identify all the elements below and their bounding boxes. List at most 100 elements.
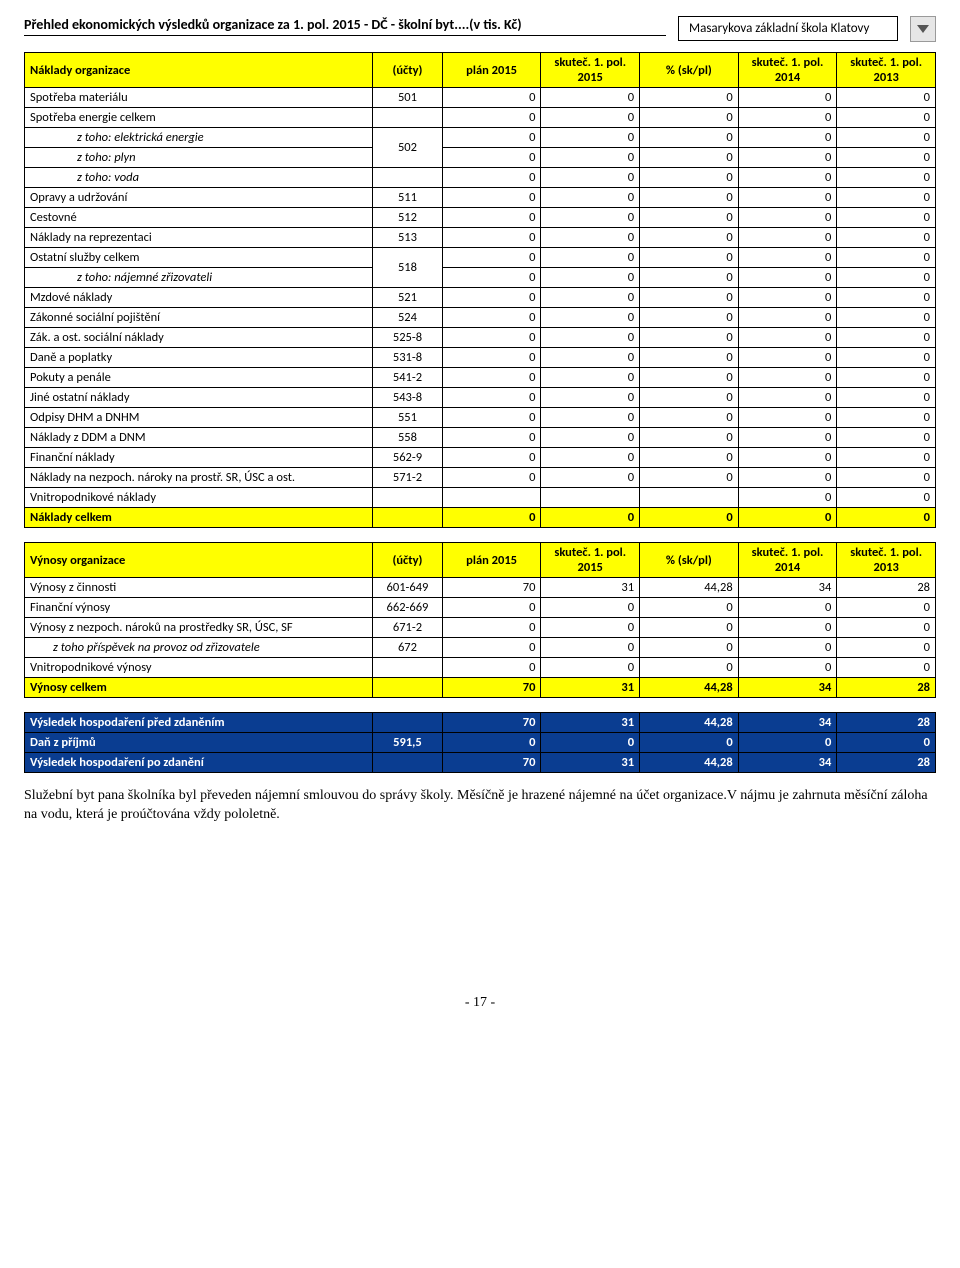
row-account: 502 bbox=[373, 128, 443, 168]
vynosy-table: Výnosy organizace (účty) plán 2015 skute… bbox=[24, 542, 936, 698]
table-row: Zákonné sociální pojištění52400000 bbox=[25, 308, 936, 328]
table-row: Mzdové náklady52100000 bbox=[25, 288, 936, 308]
row-value: 0 bbox=[738, 288, 837, 308]
row-account: 558 bbox=[373, 428, 443, 448]
row-label: Finanční výnosy bbox=[25, 598, 373, 618]
row-value: 0 bbox=[541, 598, 640, 618]
table-row: Výnosy z činnosti601-649703144,283428 bbox=[25, 578, 936, 598]
table-row: Spotřeba materiálu50100000 bbox=[25, 88, 936, 108]
row-value: 0 bbox=[738, 208, 837, 228]
row-value: 0 bbox=[640, 598, 739, 618]
row-label: Jiné ostatní náklady bbox=[25, 388, 373, 408]
table-row: Pokuty a penále541-200000 bbox=[25, 368, 936, 388]
row-account: 541-2 bbox=[373, 368, 443, 388]
row-value: 0 bbox=[640, 348, 739, 368]
document-title: Přehled ekonomických výsledků organizace… bbox=[24, 16, 666, 36]
row-value: 0 bbox=[442, 428, 541, 448]
row-value: 0 bbox=[837, 228, 936, 248]
row-value bbox=[442, 488, 541, 508]
row-value: 0 bbox=[738, 328, 837, 348]
row-label: Vnitropodnikové náklady bbox=[25, 488, 373, 508]
row-label: Daň z příjmů bbox=[25, 733, 373, 753]
row-value: 0 bbox=[837, 148, 936, 168]
row-label: Opravy a udržování bbox=[25, 188, 373, 208]
row-value: 0 bbox=[837, 488, 936, 508]
row-value: 0 bbox=[640, 228, 739, 248]
table-row: Opravy a udržování51100000 bbox=[25, 188, 936, 208]
row-value: 0 bbox=[738, 228, 837, 248]
row-value: 28 bbox=[837, 713, 936, 733]
row-value: 0 bbox=[442, 598, 541, 618]
row-value: 0 bbox=[738, 248, 837, 268]
row-value: 0 bbox=[837, 733, 936, 753]
row-value: 0 bbox=[837, 348, 936, 368]
row-value: 0 bbox=[837, 468, 936, 488]
school-dropdown-button[interactable] bbox=[910, 16, 936, 42]
row-value: 0 bbox=[738, 268, 837, 288]
row-label: Finanční náklady bbox=[25, 448, 373, 468]
table-row: z toho: elektrická energie50200000 bbox=[25, 128, 936, 148]
row-value: 0 bbox=[738, 618, 837, 638]
row-value: 70 bbox=[442, 578, 541, 598]
row-label: Zák. a ost. sociální náklady bbox=[25, 328, 373, 348]
table-row: z toho příspěvek na provoz od zřizovatel… bbox=[25, 638, 936, 658]
row-account: 601-649 bbox=[373, 578, 443, 598]
row-value: 34 bbox=[738, 713, 837, 733]
table-row: Výsledek hospodaření před zdaněním703144… bbox=[25, 713, 936, 733]
table-row: z toho: plyn00000 bbox=[25, 148, 936, 168]
row-value: 0 bbox=[738, 88, 837, 108]
row-value: 0 bbox=[837, 638, 936, 658]
row-account: 512 bbox=[373, 208, 443, 228]
page-number: - 17 - bbox=[24, 995, 936, 1011]
row-value bbox=[541, 488, 640, 508]
row-value: 0 bbox=[541, 288, 640, 308]
row-value: 0 bbox=[442, 168, 541, 188]
vynosy-header-row: Výnosy organizace (účty) plán 2015 skute… bbox=[25, 543, 936, 578]
row-value: 0 bbox=[640, 308, 739, 328]
row-value: 0 bbox=[837, 368, 936, 388]
row-value: 0 bbox=[541, 368, 640, 388]
row-label: z toho: plyn bbox=[25, 148, 373, 168]
row-value: 0 bbox=[738, 428, 837, 448]
row-account: 562-9 bbox=[373, 448, 443, 468]
table-row: Finanční výnosy662-66900000 bbox=[25, 598, 936, 618]
row-value: 34 bbox=[738, 578, 837, 598]
row-label: Pokuty a penále bbox=[25, 368, 373, 388]
row-value: 0 bbox=[442, 638, 541, 658]
vynosy-total-v3: 44,28 bbox=[640, 678, 739, 698]
row-value: 0 bbox=[738, 388, 837, 408]
row-account: 513 bbox=[373, 228, 443, 248]
row-value: 0 bbox=[640, 328, 739, 348]
row-value: 0 bbox=[640, 208, 739, 228]
vynosy-total-v4: 34 bbox=[738, 678, 837, 698]
table-row: Náklady na reprezentaci51300000 bbox=[25, 228, 936, 248]
table-row: Odpisy DHM a DNHM55100000 bbox=[25, 408, 936, 428]
row-value: 0 bbox=[738, 448, 837, 468]
row-label: Spotřeba energie celkem bbox=[25, 108, 373, 128]
row-value: 0 bbox=[541, 328, 640, 348]
row-value: 0 bbox=[738, 488, 837, 508]
col-skut2013: skuteč. 1. pol. 2013 bbox=[837, 53, 936, 88]
row-label: Výsledek hospodaření před zdaněním bbox=[25, 713, 373, 733]
row-value: 0 bbox=[837, 88, 936, 108]
row-value: 0 bbox=[738, 598, 837, 618]
row-value: 0 bbox=[442, 88, 541, 108]
row-account: 511 bbox=[373, 188, 443, 208]
row-value: 0 bbox=[442, 658, 541, 678]
row-value: 0 bbox=[442, 448, 541, 468]
row-value: 0 bbox=[442, 248, 541, 268]
vysledek-table: Výsledek hospodaření před zdaněním703144… bbox=[24, 712, 936, 773]
row-value: 0 bbox=[640, 408, 739, 428]
table-row: Spotřeba energie celkem00000 bbox=[25, 108, 936, 128]
row-value: 0 bbox=[837, 128, 936, 148]
row-value: 0 bbox=[837, 168, 936, 188]
row-value: 0 bbox=[640, 148, 739, 168]
row-value: 0 bbox=[738, 733, 837, 753]
row-value: 0 bbox=[837, 448, 936, 468]
row-value: 0 bbox=[738, 348, 837, 368]
row-value bbox=[640, 488, 739, 508]
row-value: 0 bbox=[738, 168, 837, 188]
vynosy-title: Výnosy organizace bbox=[25, 543, 373, 578]
row-value: 0 bbox=[640, 128, 739, 148]
row-value: 44,28 bbox=[640, 753, 739, 773]
